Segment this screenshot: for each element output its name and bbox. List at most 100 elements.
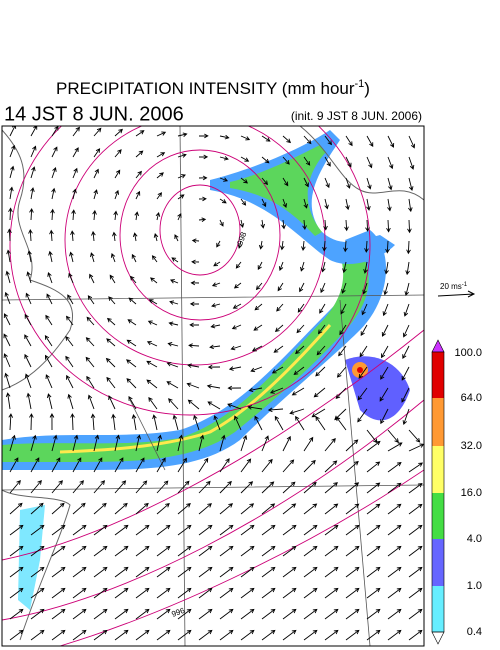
wind-arrow xyxy=(177,213,182,221)
wind-arrow xyxy=(338,345,347,357)
wind-arrow xyxy=(387,503,402,515)
wind-arrow xyxy=(315,366,326,377)
wind-arrow xyxy=(207,364,221,370)
wind-arrow xyxy=(93,168,99,179)
wind-arrow xyxy=(156,587,171,599)
wind-arrow xyxy=(239,219,245,228)
wind-arrow xyxy=(408,587,423,599)
wind-arrow xyxy=(93,587,108,599)
wind-arrow xyxy=(156,524,171,536)
wind-arrow xyxy=(387,545,402,557)
wind-arrow xyxy=(114,480,127,494)
colorbar-top xyxy=(431,339,445,353)
wind-arrow xyxy=(366,440,381,452)
wind-arrow xyxy=(152,414,158,431)
wind-arrow xyxy=(146,379,158,389)
wind-arrow xyxy=(345,566,360,578)
wind-arrow xyxy=(135,434,142,452)
wind-arrow xyxy=(146,360,158,368)
isobar-label: 998 xyxy=(235,230,248,246)
wind-arrow xyxy=(319,303,326,314)
wind-arrow xyxy=(303,135,312,145)
wind-reference-text: 20 ms xyxy=(440,282,462,291)
wind-arrow xyxy=(303,545,318,557)
wind-arrow xyxy=(28,229,33,242)
wind-arrow xyxy=(30,187,35,200)
wind-arrow xyxy=(177,153,187,158)
wind-arrow xyxy=(86,375,95,389)
wind-arrow xyxy=(387,156,394,170)
wind-arrow xyxy=(93,629,108,641)
wind-arrow xyxy=(387,482,402,494)
wind-arrow xyxy=(387,461,402,473)
wind-arrow xyxy=(336,366,347,378)
wind-arrow xyxy=(44,354,53,368)
wind-reference-arrow xyxy=(437,290,476,298)
wind-arrow xyxy=(407,219,412,234)
wind-arrow xyxy=(198,587,213,599)
wind-arrow xyxy=(156,152,166,158)
wind-arrow xyxy=(240,156,250,162)
wind-arrow xyxy=(132,232,138,242)
wind-arrow xyxy=(156,480,169,494)
wind-arrow xyxy=(72,502,86,515)
wind-arrow xyxy=(408,524,423,536)
wind-arrow xyxy=(108,296,116,305)
wind-arrow xyxy=(387,587,402,599)
wind-arrow xyxy=(156,131,167,137)
wind-arrow xyxy=(303,587,318,599)
wind-arrow xyxy=(45,314,53,326)
wind-arrow xyxy=(240,566,255,578)
wind-arrow xyxy=(303,566,318,578)
wind-arrow xyxy=(85,337,95,347)
wind-arrow xyxy=(156,172,164,179)
wind-arrow xyxy=(46,293,53,305)
wind-arrow xyxy=(408,156,415,170)
wind-arrow xyxy=(9,587,24,599)
wind-arrow xyxy=(153,232,159,242)
colorbar-label: 16.0 xyxy=(461,487,482,499)
wind-arrow xyxy=(234,415,242,431)
wind-arrow xyxy=(198,217,207,223)
wind-arrow xyxy=(261,524,276,536)
wind-arrow xyxy=(90,413,96,431)
valid-time: 14 JST 8 JUN. 2006 xyxy=(4,103,184,125)
wind-arrow xyxy=(345,524,360,536)
wind-arrow xyxy=(135,566,150,578)
wind-arrow xyxy=(111,413,116,431)
wind-arrow xyxy=(387,135,395,148)
wind-arrow xyxy=(167,342,179,347)
wind-arrow xyxy=(114,189,120,200)
wind-arrow xyxy=(90,252,95,263)
wind-arrow xyxy=(219,545,234,557)
wind-arrow xyxy=(219,219,224,227)
wind-arrow xyxy=(240,135,251,141)
wind-arrow xyxy=(408,608,423,620)
wind-arrow xyxy=(261,435,269,452)
wind-arrow xyxy=(321,261,326,273)
wind-arrow xyxy=(366,629,381,641)
wind-arrow xyxy=(72,524,87,536)
wind-arrow xyxy=(366,156,373,169)
wind-arrow xyxy=(219,503,234,515)
precip-north-core xyxy=(230,145,326,236)
wind-arrow xyxy=(408,482,423,494)
title-text: PRECIPITATION INTENSITY (mm hour xyxy=(56,79,355,98)
wind-arrow xyxy=(277,282,284,292)
wind-arrow xyxy=(219,524,234,536)
wind-arrow xyxy=(177,545,192,557)
wind-arrow xyxy=(360,324,368,337)
wind-arrow xyxy=(135,457,145,473)
wind-arrow xyxy=(114,169,121,179)
wind-arrow xyxy=(72,457,82,473)
colorbar-segment xyxy=(432,398,444,446)
wind-arrow xyxy=(186,382,200,389)
wind-arrow xyxy=(177,174,186,179)
wind-arrow xyxy=(219,480,232,494)
wind-arrow xyxy=(105,357,116,368)
wind-arrow xyxy=(177,566,192,578)
wind-arrow xyxy=(135,502,149,515)
wind-arrow xyxy=(93,502,107,515)
wind-arrow xyxy=(68,272,74,284)
wind-arrow xyxy=(51,434,58,452)
